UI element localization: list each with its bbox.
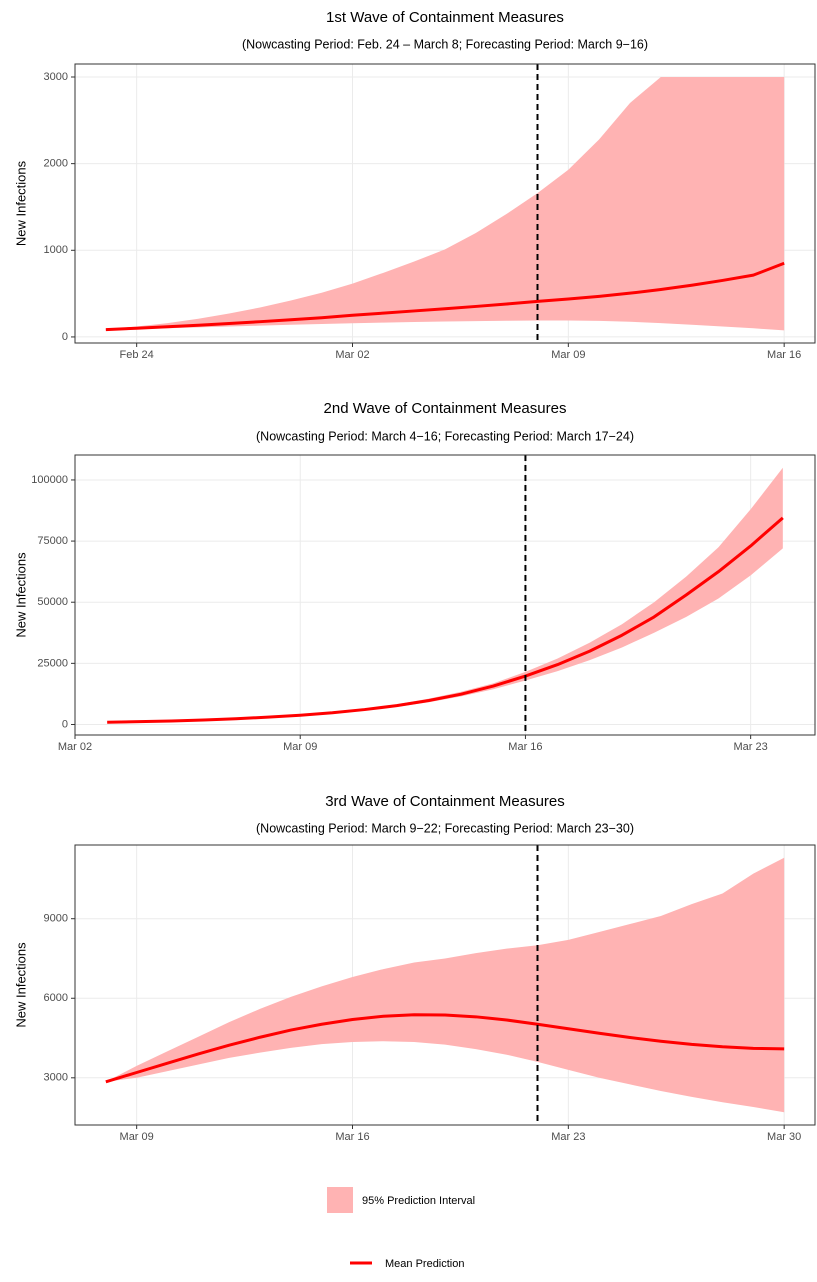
x-tick-label: Mar 30 [767,1131,801,1143]
x-tick-label: Mar 02 [58,741,92,753]
chart-title: 3rd Wave of Containment Measures [325,793,565,810]
y-axis-title: New Infections [13,552,28,638]
x-tick-label: Mar 16 [508,741,542,753]
y-tick-label: 2000 [44,158,68,170]
x-tick-label: Mar 23 [551,1131,585,1143]
y-tick-label: 25000 [37,657,68,669]
legend-swatch-interval [327,1187,353,1213]
mean-line [105,261,785,332]
x-tick-label: Mar 23 [734,741,768,753]
x-tick-label: Mar 09 [283,741,317,753]
y-tick-label: 3000 [44,1072,68,1084]
x-tick-label: Mar 16 [335,1131,369,1143]
legend-label: 95% Prediction Interval [362,1195,475,1207]
plot-area [107,455,784,735]
prediction-interval [105,76,785,331]
chart-title: 2nd Wave of Containment Measures [324,400,567,417]
panel-border [74,844,816,1126]
y-tick-label: 75000 [37,535,68,547]
y-tick-label: 100000 [31,474,68,486]
x-tick-label: Mar 02 [335,349,369,361]
legend-label: Mean Prediction [385,1258,465,1270]
y-axis-title: New Infections [13,160,28,246]
plot-area [105,845,785,1125]
panel-border [74,63,816,344]
chart-subtitle: (Nowcasting Period: Feb. 24 – March 8; F… [242,37,648,51]
plot-area [105,64,785,343]
y-tick-label: 0 [62,718,68,730]
y-tick-label: 6000 [44,992,68,1004]
panel-border [74,454,816,736]
mean-line [107,516,784,724]
y-tick-label: 3000 [44,71,68,83]
y-tick-label: 50000 [37,596,68,608]
x-tick-label: Mar 16 [767,349,801,361]
y-axis-title: New Infections [13,942,28,1028]
chart-title: 1st Wave of Containment Measures [326,9,564,26]
x-tick-label: Mar 09 [120,1131,154,1143]
prediction-interval [105,857,785,1113]
x-tick-label: Feb 24 [120,349,154,361]
x-tick-label: Mar 09 [551,349,585,361]
y-tick-label: 9000 [44,913,68,925]
chart-subtitle: (Nowcasting Period: March 4−16; Forecast… [256,429,634,443]
chart-subtitle: (Nowcasting Period: March 9−22; Forecast… [256,821,634,835]
y-tick-label: 1000 [44,244,68,256]
mean-line [105,1013,785,1084]
y-tick-label: 0 [62,331,68,343]
